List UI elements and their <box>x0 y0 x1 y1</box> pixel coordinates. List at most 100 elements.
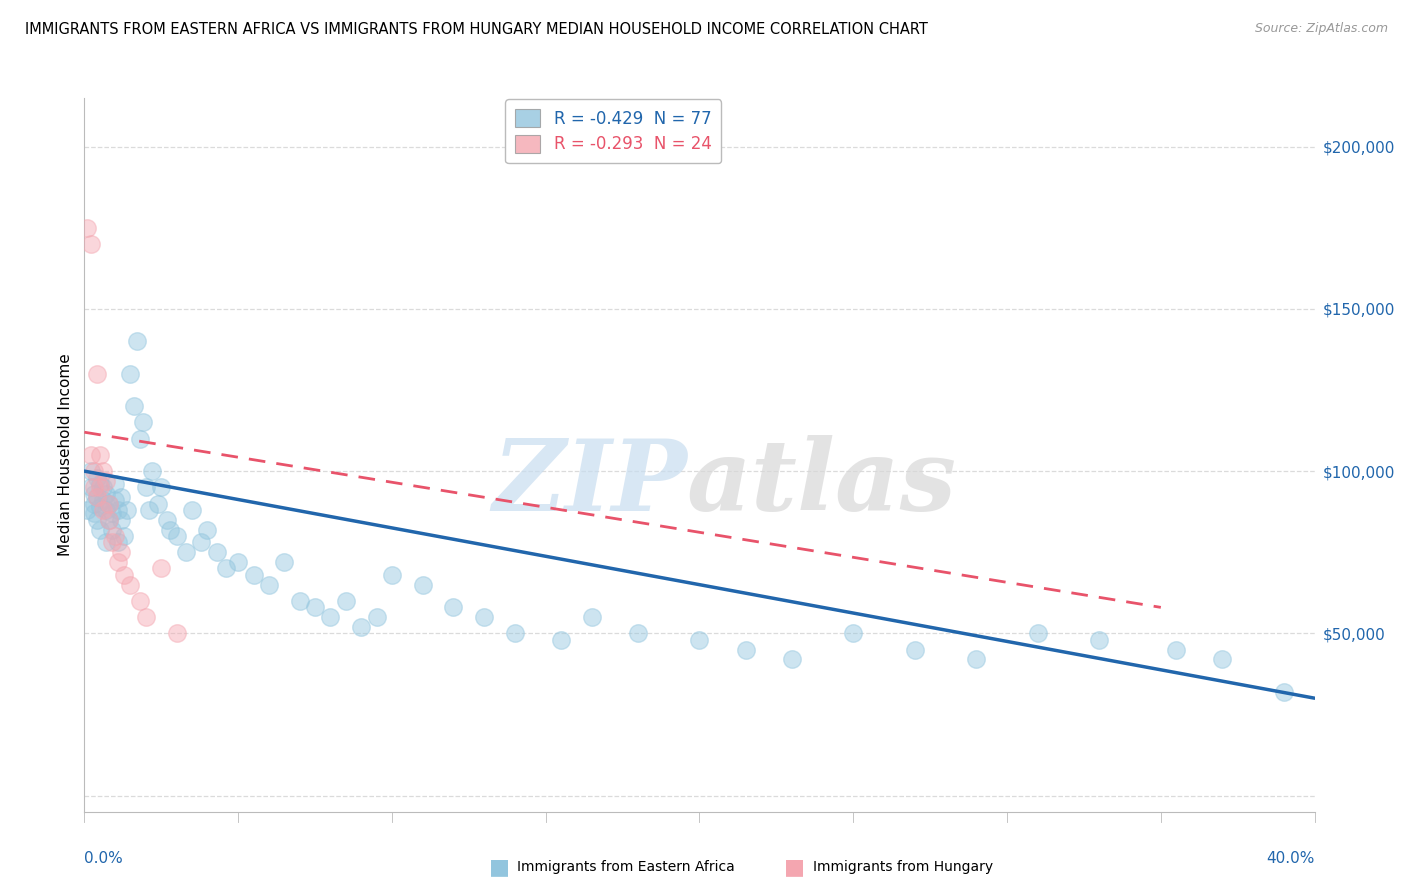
Point <box>101 523 124 537</box>
Point <box>98 497 120 511</box>
Point <box>350 620 373 634</box>
Point <box>141 464 163 478</box>
Point <box>257 577 280 591</box>
Point <box>94 487 117 501</box>
Point <box>83 464 105 478</box>
Point <box>79 464 101 478</box>
Point <box>1211 652 1233 666</box>
Point <box>1026 626 1049 640</box>
Point <box>76 220 98 235</box>
Point <box>205 545 228 559</box>
Point <box>288 594 311 608</box>
Point <box>94 474 117 488</box>
Point <box>91 503 114 517</box>
Point <box>89 480 111 494</box>
Point <box>550 632 572 647</box>
Point <box>101 506 124 520</box>
Point <box>86 513 108 527</box>
Point <box>150 480 173 494</box>
Point <box>443 600 465 615</box>
Point <box>76 503 98 517</box>
Point <box>304 600 326 615</box>
Point <box>181 503 204 517</box>
Point <box>780 652 803 666</box>
Point <box>1272 684 1295 698</box>
Point <box>472 610 495 624</box>
Point <box>79 237 101 252</box>
Point <box>101 535 124 549</box>
Point <box>107 503 129 517</box>
Point <box>120 367 142 381</box>
Point <box>79 448 101 462</box>
Point <box>132 416 155 430</box>
Text: Immigrants from Hungary: Immigrants from Hungary <box>813 860 993 874</box>
Point <box>89 448 111 462</box>
Point <box>159 523 181 537</box>
Text: ■: ■ <box>489 857 509 877</box>
Text: Source: ZipAtlas.com: Source: ZipAtlas.com <box>1254 22 1388 36</box>
Point <box>1088 632 1111 647</box>
Point <box>112 568 135 582</box>
Point <box>381 568 404 582</box>
Point <box>627 626 650 640</box>
Text: atlas: atlas <box>688 435 957 532</box>
Point <box>120 577 142 591</box>
Point <box>226 555 249 569</box>
Point <box>89 500 111 514</box>
Point <box>83 506 105 520</box>
Point <box>190 535 212 549</box>
Point <box>148 497 170 511</box>
Point <box>273 555 295 569</box>
Point <box>842 626 865 640</box>
Point <box>215 561 238 575</box>
Point <box>242 568 264 582</box>
Point <box>412 577 434 591</box>
Point <box>98 513 120 527</box>
Point <box>89 477 111 491</box>
Point <box>125 334 148 349</box>
Text: IMMIGRANTS FROM EASTERN AFRICA VS IMMIGRANTS FROM HUNGARY MEDIAN HOUSEHOLD INCOM: IMMIGRANTS FROM EASTERN AFRICA VS IMMIGR… <box>25 22 928 37</box>
Point <box>94 503 117 517</box>
Y-axis label: Median Household Income: Median Household Income <box>58 353 73 557</box>
Point <box>86 490 108 504</box>
Point <box>135 480 157 494</box>
Point <box>112 529 135 543</box>
Point <box>135 610 157 624</box>
Point <box>366 610 388 624</box>
Point <box>98 497 120 511</box>
Point <box>89 523 111 537</box>
Point <box>94 535 117 549</box>
Point <box>86 490 108 504</box>
Point <box>335 594 357 608</box>
Point <box>86 367 108 381</box>
Point <box>83 480 105 494</box>
Text: ZIP: ZIP <box>492 435 688 532</box>
Point <box>150 561 173 575</box>
Point <box>197 523 219 537</box>
Point <box>581 610 603 624</box>
Text: Immigrants from Eastern Africa: Immigrants from Eastern Africa <box>517 860 735 874</box>
Point <box>104 529 127 543</box>
Point <box>104 493 127 508</box>
Point <box>104 477 127 491</box>
Point <box>128 594 150 608</box>
Point <box>110 545 132 559</box>
Point <box>122 399 145 413</box>
Point <box>156 513 179 527</box>
Point <box>91 480 114 494</box>
Point <box>174 545 197 559</box>
Point <box>91 464 114 478</box>
Point <box>503 626 526 640</box>
Point <box>110 513 132 527</box>
Point <box>166 529 188 543</box>
Point <box>689 632 711 647</box>
Point <box>83 497 105 511</box>
Point <box>107 535 129 549</box>
Point <box>138 503 160 517</box>
Point <box>128 432 150 446</box>
Point <box>319 610 342 624</box>
Point <box>904 642 927 657</box>
Point <box>98 513 120 527</box>
Point <box>965 652 987 666</box>
Point <box>1166 642 1188 657</box>
